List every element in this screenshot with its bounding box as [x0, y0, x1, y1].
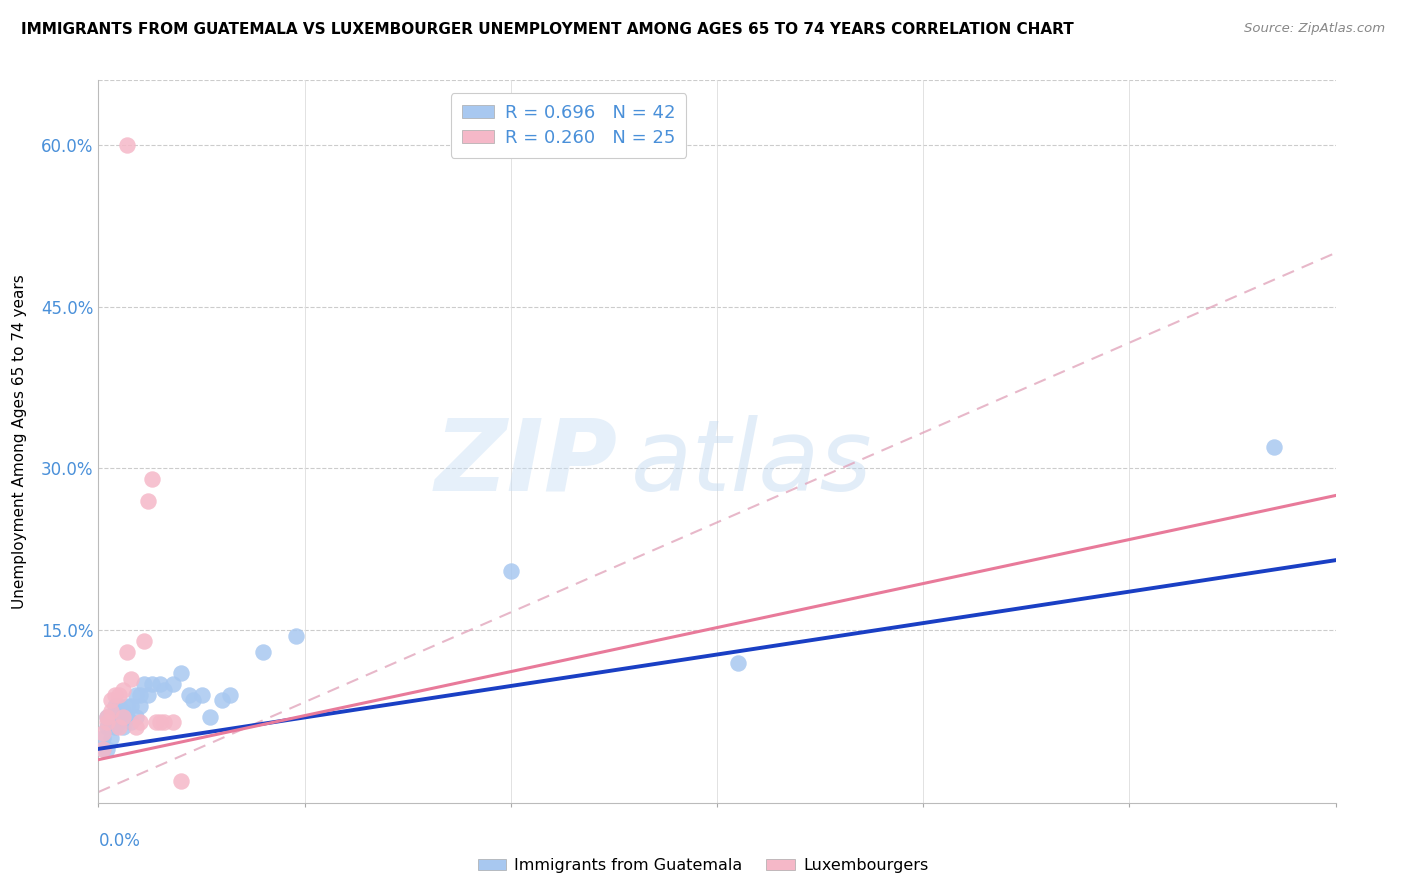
- Text: 0.0%: 0.0%: [98, 831, 141, 850]
- Point: [141, 677, 163, 691]
- Point: [100, 714, 122, 729]
- Text: atlas: atlas: [630, 415, 872, 512]
- Text: Source: ZipAtlas.com: Source: ZipAtlas.com: [1244, 22, 1385, 36]
- Point: [91, 742, 114, 756]
- Point: [132, 677, 155, 691]
- Point: [117, 138, 139, 153]
- Point: [124, 688, 146, 702]
- Point: [104, 688, 127, 702]
- Point: [112, 682, 135, 697]
- Point: [124, 720, 146, 734]
- Point: [727, 656, 749, 670]
- Point: [100, 731, 122, 745]
- Point: [181, 693, 204, 707]
- Point: [179, 688, 201, 702]
- Point: [96, 714, 118, 729]
- Point: [1263, 440, 1285, 454]
- Point: [120, 672, 142, 686]
- Point: [219, 688, 242, 702]
- Point: [153, 682, 176, 697]
- Point: [91, 742, 114, 756]
- Point: [252, 645, 274, 659]
- Point: [211, 693, 233, 707]
- Text: IMMIGRANTS FROM GUATEMALA VS LUXEMBOURGER UNEMPLOYMENT AMONG AGES 65 TO 74 YEARS: IMMIGRANTS FROM GUATEMALA VS LUXEMBOURGE…: [21, 22, 1074, 37]
- Point: [162, 714, 184, 729]
- Point: [198, 709, 221, 723]
- Point: [96, 720, 118, 734]
- Point: [91, 731, 114, 745]
- Point: [141, 472, 163, 486]
- Point: [108, 720, 131, 734]
- Point: [117, 645, 139, 659]
- Point: [108, 698, 131, 713]
- Point: [120, 714, 142, 729]
- Point: [117, 698, 139, 713]
- Point: [136, 493, 159, 508]
- Point: [136, 688, 159, 702]
- Point: [108, 709, 131, 723]
- Point: [128, 698, 150, 713]
- Point: [120, 698, 142, 713]
- Point: [149, 714, 172, 729]
- Point: [96, 709, 118, 723]
- Point: [104, 698, 127, 713]
- Point: [170, 774, 193, 789]
- Point: [100, 693, 122, 707]
- Point: [128, 688, 150, 702]
- Legend: Immigrants from Guatemala, Luxembourgers: Immigrants from Guatemala, Luxembourgers: [471, 852, 935, 880]
- Text: ZIP: ZIP: [434, 415, 619, 512]
- Point: [149, 677, 172, 691]
- Y-axis label: Unemployment Among Ages 65 to 74 years: Unemployment Among Ages 65 to 74 years: [13, 274, 27, 609]
- Point: [285, 629, 308, 643]
- Point: [117, 709, 139, 723]
- Point: [153, 714, 176, 729]
- Point: [96, 742, 118, 756]
- Point: [132, 634, 155, 648]
- Point: [100, 704, 122, 718]
- Point: [190, 688, 212, 702]
- Point: [124, 709, 146, 723]
- Point: [162, 677, 184, 691]
- Point: [108, 688, 131, 702]
- Point: [112, 709, 135, 723]
- Point: [112, 709, 135, 723]
- Point: [145, 714, 167, 729]
- Point: [128, 714, 150, 729]
- Point: [108, 714, 131, 729]
- Point: [91, 725, 114, 739]
- Point: [112, 704, 135, 718]
- Point: [112, 720, 135, 734]
- Point: [104, 720, 127, 734]
- Point: [499, 564, 522, 578]
- Point: [170, 666, 193, 681]
- Point: [100, 709, 122, 723]
- Legend: R = 0.696   N = 42, R = 0.260   N = 25: R = 0.696 N = 42, R = 0.260 N = 25: [451, 93, 686, 158]
- Point: [96, 709, 118, 723]
